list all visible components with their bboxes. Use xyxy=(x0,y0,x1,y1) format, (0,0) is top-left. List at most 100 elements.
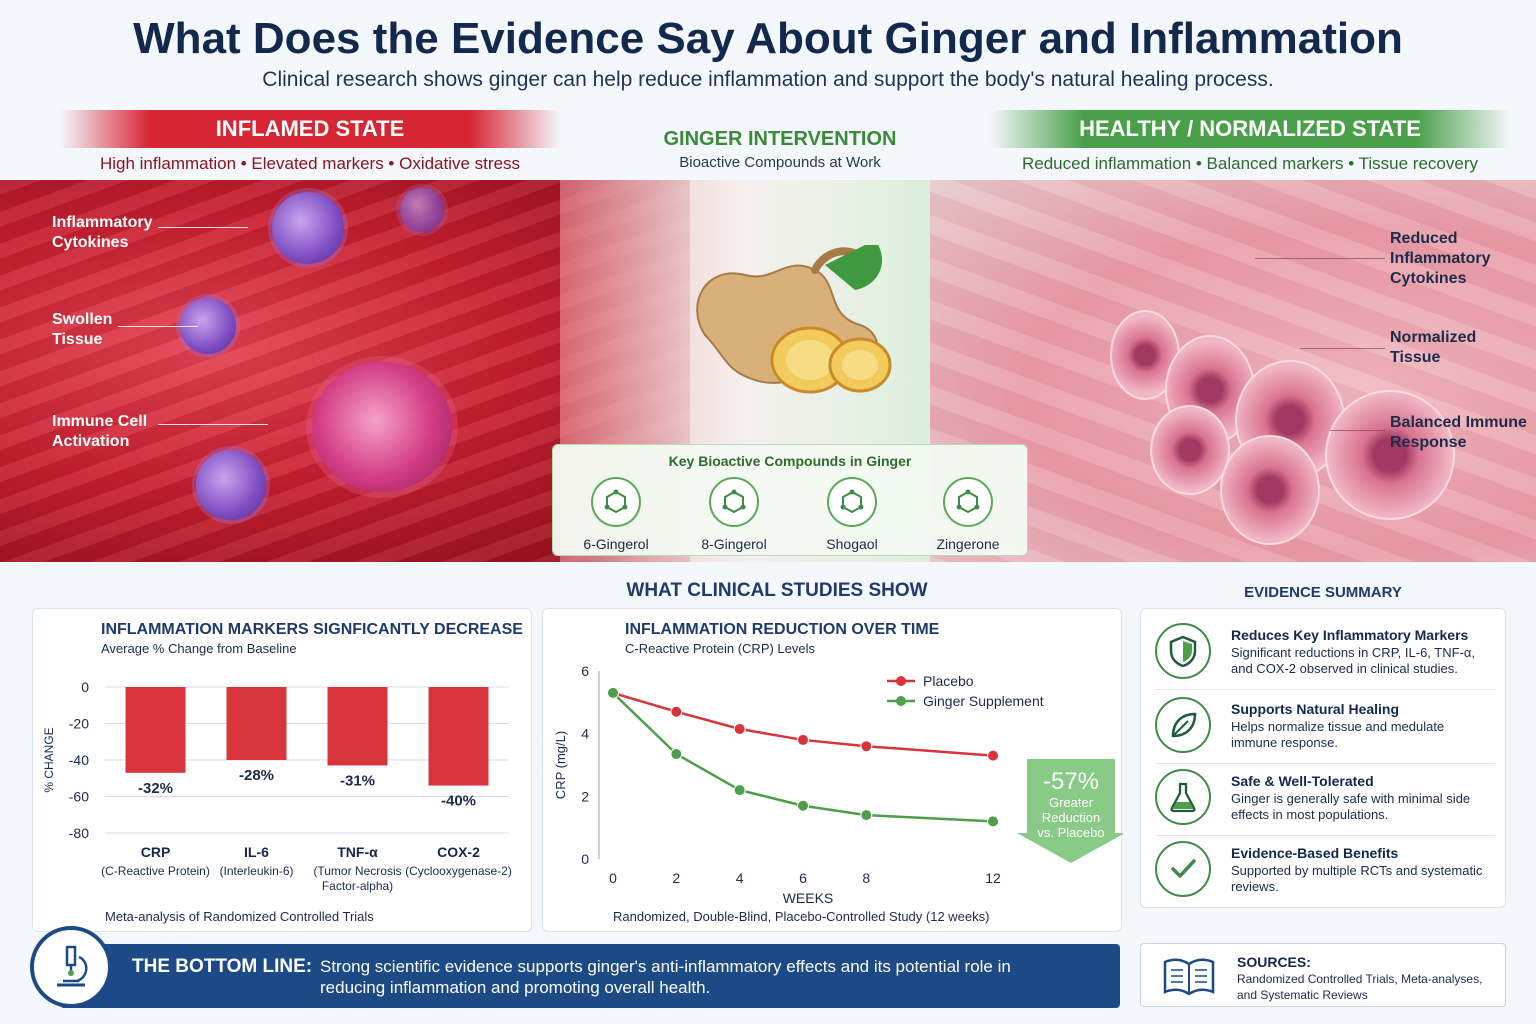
y-axis-label: CRP (mg/L) xyxy=(553,731,568,799)
compound-6-gingerol: 6-Gingerol xyxy=(561,477,671,552)
immune-cell-icon xyxy=(312,362,452,492)
evidence-heading: Supports Natural Healing xyxy=(1231,701,1400,717)
label-swollen-tissue: Swollen Tissue xyxy=(52,311,113,348)
label-reduced-cytokines: Reduced Inflammatory Cytokines xyxy=(1390,230,1491,287)
y-tick-label: -20 xyxy=(69,716,89,732)
callout-text: Reduction xyxy=(1042,810,1101,825)
x-category-label: COX-2 xyxy=(437,844,480,860)
evidence-body: Supported by multiple RCTs and systemati… xyxy=(1231,863,1483,894)
series-line-ginger xyxy=(612,692,994,823)
y-tick-label: -60 xyxy=(69,789,89,805)
line-chart-subtitle: C-Reactive Protein (CRP) Levels xyxy=(625,641,816,656)
evidence-item: Evidence-Based Benefits Supported by mul… xyxy=(1141,833,1507,905)
legend-label: Placebo xyxy=(923,673,974,689)
x-tick-label: 12 xyxy=(985,870,1001,886)
inflamed-state-subtitle: High inflammation • Elevated markers • O… xyxy=(99,154,521,173)
ginger-intervention-title: GINGER INTERVENTION xyxy=(663,128,897,150)
y-tick-label: 0 xyxy=(81,679,89,695)
evidence-item: Safe & Well-Tolerated Ginger is generall… xyxy=(1141,761,1507,833)
x-category-sublabel: Factor-alpha) xyxy=(322,879,393,893)
data-point xyxy=(797,799,809,812)
key-compounds-title: Key Bioactive Compounds in Ginger xyxy=(668,453,912,469)
healthy-cell-icon xyxy=(1325,390,1455,520)
compound-name: 6-Gingerol xyxy=(583,536,649,552)
page-title: What Does the Evidence Say About Ginger … xyxy=(133,14,1403,63)
bar-chart-footnote: Meta-analysis of Randomized Controlled T… xyxy=(105,909,374,924)
bottom-line-label: THE BOTTOM LINE: xyxy=(132,956,313,977)
x-tick-label: 6 xyxy=(799,870,807,886)
sources-box: SOURCES: Randomized Controlled Trials, M… xyxy=(1140,943,1506,1007)
x-axis-label: WEEKS xyxy=(783,890,834,906)
bar-data-label: -32% xyxy=(138,780,173,797)
check-icon xyxy=(1155,841,1211,897)
label-connector xyxy=(1330,430,1385,431)
data-point xyxy=(670,748,683,761)
y-tick-label: -80 xyxy=(69,825,89,841)
markers-bar-chart-panel: INFLAMMATION MARKERS SIGNFICANTLY DECREA… xyxy=(32,608,532,932)
healthy-state-subtitle: Reduced inflammation • Balanced markers … xyxy=(1022,154,1478,173)
data-point xyxy=(733,784,746,797)
leaf-icon xyxy=(1155,697,1211,753)
evidence-body: Ginger is generally safe with minimal si… xyxy=(1231,791,1471,822)
bottom-line-text: Strong scientific evidence supports ging… xyxy=(320,957,1011,997)
microscope-icon xyxy=(30,926,112,1008)
data-point xyxy=(670,705,683,718)
page-subtitle: Clinical research shows ginger can help … xyxy=(262,68,1274,91)
evidence-heading: Safe & Well-Tolerated xyxy=(1231,773,1374,789)
legend-marker xyxy=(896,676,906,686)
bottom-line-bar: THE BOTTOM LINE: Strong scientific evide… xyxy=(60,944,1120,1008)
compound-name: Shogaol xyxy=(826,536,878,552)
legend-label: Ginger Supplement xyxy=(923,693,1044,709)
label-normalized-tissue: Normalized Tissue xyxy=(1390,329,1477,366)
y-tick-label: 0 xyxy=(581,851,589,867)
label-connector xyxy=(158,227,248,228)
flask-icon xyxy=(1155,769,1211,825)
x-tick-label: 0 xyxy=(609,870,617,886)
y-tick-label: -40 xyxy=(69,752,89,768)
label-connector xyxy=(1255,258,1385,259)
label-connector xyxy=(118,326,198,327)
divider xyxy=(1155,689,1495,690)
cytokine-virus-icon xyxy=(272,192,344,264)
label-connector xyxy=(158,424,268,425)
sources-heading: SOURCES: xyxy=(1237,954,1311,970)
compound-8-gingerol: 8-Gingerol xyxy=(679,477,789,552)
x-category-sublabel: (C-Reactive Protein) xyxy=(101,864,210,878)
x-category-sublabel: (Interleukin-6) xyxy=(219,864,293,878)
molecule-icon xyxy=(591,477,641,527)
clinical-studies-heading: WHAT CLINICAL STUDIES SHOW xyxy=(626,580,928,601)
evidence-body: Significant reductions in CRP, IL-6, TNF… xyxy=(1231,645,1476,676)
evidence-item: Supports Natural Healing Helps normalize… xyxy=(1141,689,1507,761)
data-point xyxy=(987,749,999,762)
evidence-body: Helps normalize tissue and medulate immu… xyxy=(1231,719,1445,750)
crp-line-chart-panel: INFLAMMATION REDUCTION OVER TIME C-React… xyxy=(542,608,1123,932)
x-category-sublabel: (Cyclooxygenase-2) xyxy=(405,864,512,878)
sources-text: Randomized Controlled Trials, Meta-analy… xyxy=(1237,972,1483,1002)
ginger-root-illustration xyxy=(696,245,892,394)
data-point xyxy=(733,722,746,735)
healthy-cell-icon xyxy=(1150,405,1230,495)
evidence-summary-panel: Reduces Key Inflammatory Markers Signifi… xyxy=(1140,608,1506,908)
compound-name: 8-Gingerol xyxy=(701,536,767,552)
x-category-label: TNF-α xyxy=(337,844,378,860)
label-inflammatory-cytokines: Inflammatory Cytokines xyxy=(52,214,153,251)
line-chart-title: INFLAMMATION REDUCTION OVER TIME xyxy=(625,621,940,638)
label-connector xyxy=(1300,348,1385,349)
cytokine-virus-icon xyxy=(400,188,444,232)
divider xyxy=(1155,763,1495,764)
callout-text: Greater xyxy=(1049,795,1094,810)
bar-chart-subtitle: Average % Change from Baseline xyxy=(101,641,297,656)
bar-data-label: -28% xyxy=(239,767,274,784)
label-balanced-immune-response: Balanced Immune Response xyxy=(1390,414,1527,451)
x-category-label: IL-6 xyxy=(244,844,269,860)
bar-data-label: -40% xyxy=(441,793,476,810)
evidence-item: Reduces Key Inflammatory Markers Signifi… xyxy=(1141,615,1507,687)
y-axis-label: % CHANGE xyxy=(42,727,56,792)
y-tick-label: 2 xyxy=(581,788,589,804)
evidence-summary-heading: EVIDENCE SUMMARY xyxy=(1244,584,1402,601)
x-tick-label: 8 xyxy=(862,870,870,886)
x-tick-label: 4 xyxy=(736,870,744,886)
bar-chart: 0 -20 -40 -60 -80 % CHANGE -32% CRP (C-Reactive … xyxy=(42,679,512,893)
book-icon xyxy=(1161,956,1217,1001)
reduction-callout-arrow xyxy=(1017,759,1123,863)
